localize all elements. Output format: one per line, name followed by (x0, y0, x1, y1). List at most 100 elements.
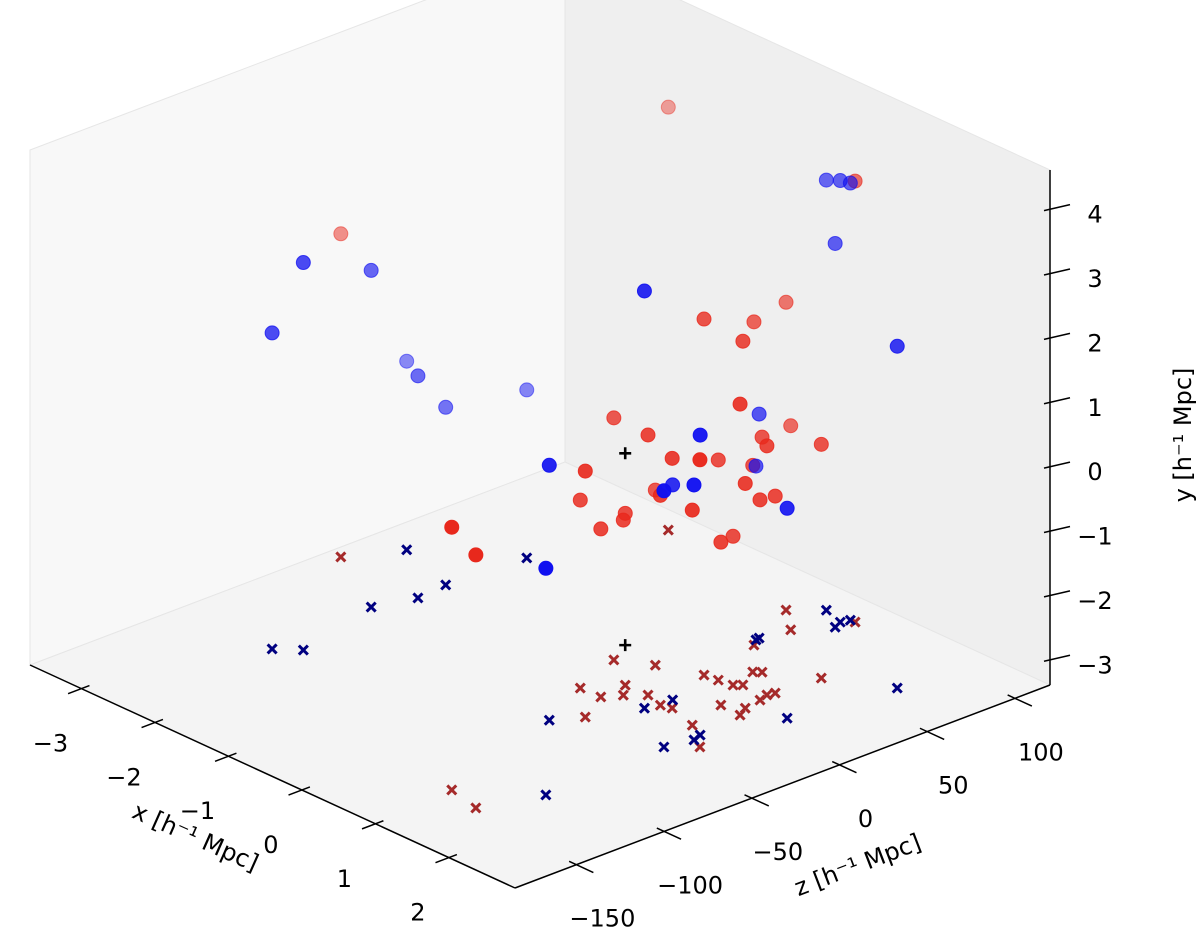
point (295, 255, 311, 271)
point (399, 353, 415, 369)
axes: −3 −2 −1 0 1 2 −150 −100 −50 0 50 100 −3 −2 −1 0 1 2 3 4 (29, 170, 1113, 933)
x-tick-label: −2 (106, 763, 141, 791)
point (636, 283, 652, 299)
y-tick (1043, 397, 1071, 405)
point (541, 457, 557, 473)
point (410, 368, 426, 384)
point (656, 483, 672, 499)
point (593, 521, 609, 537)
marks (264, 99, 905, 814)
z-tick (656, 827, 682, 840)
y-tick (1043, 203, 1071, 212)
projection-marker (820, 604, 832, 616)
point (779, 500, 795, 516)
y-tick-label: 4 (1087, 201, 1102, 229)
x-axis-line (29, 664, 516, 889)
x-tick-label: 0 (263, 831, 278, 859)
point (363, 262, 379, 278)
point (827, 235, 843, 251)
point (725, 528, 741, 544)
projection-marker (649, 659, 661, 671)
projection-marker (266, 643, 278, 655)
x-tick-label: −3 (33, 730, 68, 758)
projection-marker (543, 714, 555, 726)
x-tick-label: 1 (337, 865, 352, 893)
z-tick-label: −50 (752, 838, 803, 866)
x-tick-label: 2 (410, 899, 425, 927)
x-tick (67, 684, 90, 695)
y-tick-label: −3 (1077, 651, 1112, 679)
projection-marker (750, 634, 762, 646)
point (737, 475, 753, 491)
projection-marker (739, 702, 751, 714)
y-tick (1043, 525, 1071, 534)
y-tick-label: −2 (1077, 587, 1112, 615)
point (842, 175, 858, 191)
plus-marker (619, 447, 632, 460)
y-tick-label: 0 (1087, 458, 1102, 486)
projection-marker (401, 544, 413, 556)
z-tick-label: 100 (1018, 738, 1064, 766)
projection-marker (698, 669, 710, 681)
point (889, 338, 905, 354)
y-tick-label: 1 (1087, 394, 1102, 422)
point (813, 436, 829, 452)
y-tick-label: −1 (1077, 523, 1112, 551)
point (710, 452, 726, 468)
projection-marker (844, 614, 856, 626)
z-tick-label: −100 (657, 871, 723, 899)
projection-marker (574, 682, 586, 694)
point (684, 502, 700, 518)
x-tick (141, 718, 164, 729)
point (746, 314, 762, 330)
point (572, 492, 588, 508)
z-tick-label: −150 (569, 905, 635, 933)
point (692, 452, 708, 468)
projection-marker (785, 624, 797, 636)
z-tick (831, 760, 857, 774)
x-tick (361, 820, 384, 830)
projection-marker (642, 689, 654, 701)
point (577, 463, 593, 479)
plus-marker (619, 639, 632, 652)
z-tick (1007, 694, 1033, 707)
projection-marker (654, 699, 666, 711)
point (444, 519, 460, 535)
point (606, 410, 622, 426)
projection-marker (335, 551, 347, 563)
projection-marker (365, 601, 377, 613)
projection-marker (608, 654, 620, 666)
point (752, 492, 768, 508)
x-tick (435, 853, 458, 864)
y-tick (1043, 461, 1071, 469)
z-tick-label: 50 (938, 772, 969, 800)
projection-marker (686, 719, 698, 731)
y-tick (1043, 654, 1071, 662)
projection-marker (579, 711, 591, 723)
point (519, 382, 535, 398)
point (751, 406, 767, 422)
y-tick-label: 2 (1087, 329, 1102, 357)
projection-marker (446, 784, 458, 796)
point (783, 418, 799, 434)
projection-marker (662, 524, 674, 536)
point (713, 534, 729, 550)
projection-marker (780, 604, 792, 616)
projection-marker (412, 592, 424, 604)
z-tick (568, 860, 594, 874)
projection-marker (667, 694, 679, 706)
projection-marker (595, 691, 607, 703)
projection-marker (688, 734, 700, 746)
point (735, 333, 751, 349)
projection-marker (747, 666, 759, 678)
y-tick (1043, 332, 1071, 341)
point (778, 294, 794, 310)
z-tick-label: 0 (858, 805, 873, 833)
panes (28, 0, 1052, 889)
x-tick (214, 752, 237, 763)
point (438, 399, 454, 415)
point (664, 450, 680, 466)
point (732, 396, 748, 412)
projection-marker (737, 679, 749, 691)
projection-marker (540, 789, 552, 801)
